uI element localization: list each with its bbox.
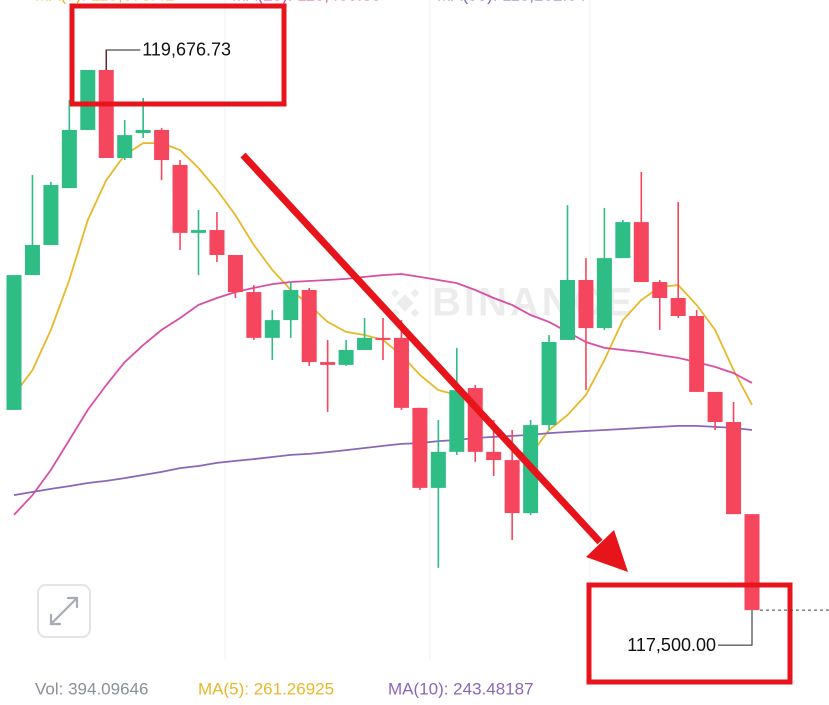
candle-body bbox=[320, 362, 336, 365]
highlight-box bbox=[69, 3, 287, 107]
candle-body bbox=[117, 135, 133, 158]
candle-body bbox=[375, 337, 391, 340]
high-label: 119,676.73 bbox=[142, 40, 231, 60]
time-grid bbox=[224, 0, 591, 660]
low-leader bbox=[718, 610, 753, 646]
candle-body bbox=[98, 69, 114, 158]
candle-body bbox=[726, 422, 742, 515]
candle-body bbox=[596, 258, 612, 329]
candle-body bbox=[707, 391, 723, 423]
candle-body bbox=[652, 282, 668, 298]
expand-button[interactable] bbox=[37, 584, 91, 638]
candle-body bbox=[670, 297, 686, 316]
candle-body bbox=[560, 279, 575, 340]
ma-line bbox=[13, 273, 753, 516]
candle-body bbox=[338, 349, 354, 365]
candle-body bbox=[578, 279, 594, 329]
candle-body bbox=[227, 255, 243, 293]
candle-body bbox=[6, 275, 22, 410]
candle-body bbox=[154, 129, 170, 161]
volume-legend: MA(10): 243.48187 bbox=[388, 679, 534, 698]
candle-body bbox=[80, 69, 96, 130]
ma-legend: MA(7): 118,573.41 bbox=[35, 0, 175, 4]
expand-icon bbox=[49, 596, 79, 626]
candle-body bbox=[43, 185, 59, 245]
candle-body bbox=[209, 230, 225, 256]
candle-body bbox=[246, 292, 262, 338]
ma-legend: MA(25): 118,455.35 bbox=[232, 0, 381, 4]
highlight-box bbox=[586, 582, 793, 685]
candle-body bbox=[541, 341, 557, 426]
annotations bbox=[69, 3, 793, 685]
candle-body bbox=[301, 290, 317, 363]
candle-body bbox=[24, 244, 40, 276]
candle-body bbox=[393, 337, 409, 408]
candle-body bbox=[615, 222, 631, 259]
candle-body bbox=[504, 460, 520, 514]
candle-body bbox=[264, 320, 280, 338]
volume-legend: Vol: 394.09646 bbox=[35, 679, 148, 698]
candle-body bbox=[172, 164, 188, 233]
ma-line bbox=[13, 425, 753, 496]
candle-body bbox=[412, 407, 428, 488]
low-label: 117,500.00 bbox=[627, 635, 716, 655]
candle-body bbox=[633, 222, 649, 283]
candle-body bbox=[191, 230, 206, 233]
candle-body bbox=[135, 129, 151, 134]
candle-body bbox=[486, 451, 502, 461]
arrow-head bbox=[586, 530, 628, 572]
high-leader bbox=[105, 49, 141, 70]
plot-area bbox=[6, 49, 760, 611]
trend-arrow bbox=[240, 152, 603, 545]
candle-body bbox=[61, 129, 77, 189]
ma-legend: MA(99): 118,282.04 bbox=[437, 0, 586, 4]
candle-body bbox=[430, 451, 446, 488]
candle-body bbox=[689, 315, 705, 392]
candle-body bbox=[744, 514, 760, 611]
candle-body bbox=[357, 337, 373, 350]
candle-body bbox=[449, 390, 465, 452]
candle-body bbox=[283, 290, 299, 321]
volume-legend: MA(5): 261.26925 bbox=[198, 679, 334, 698]
